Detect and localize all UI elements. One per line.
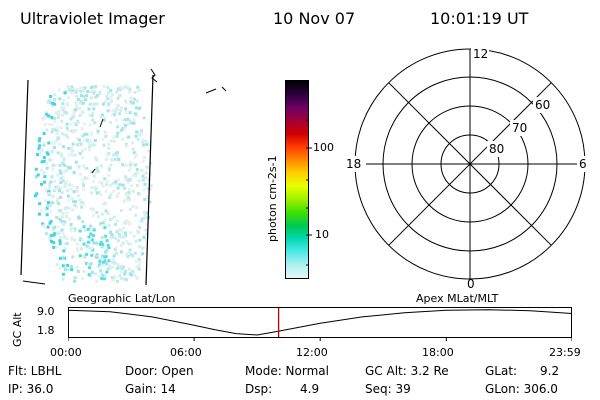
door-status: Door: Open	[125, 364, 194, 378]
gc-alt-status: GC Alt: 3.2 Re	[365, 364, 449, 378]
auroral-emission-speckle	[33, 85, 153, 283]
apex-label: Apex MLat/MLT	[416, 292, 499, 305]
mlt-diagonal	[388, 82, 552, 246]
orbit-xtick-1: 06:00	[170, 346, 202, 359]
polar-grid: 12 18 6 0 60 70 80	[344, 46, 591, 291]
lat-label-80: 80	[489, 142, 504, 156]
coastline-fragment	[22, 280, 46, 285]
colorbar-tick-100: 100	[313, 141, 334, 154]
orbit-plot-frame	[68, 307, 572, 338]
mlt-label-0: 0	[467, 277, 475, 291]
colorbar-axis	[306, 119, 312, 266]
orbit-xtick-3: 18:00	[422, 346, 454, 359]
coastline-fragment	[99, 118, 104, 128]
glat-label: GLat:	[485, 364, 518, 378]
gain-status: Gain: 14	[125, 382, 176, 396]
colorbar-tick-10: 10	[315, 228, 329, 241]
orbit-ytick-top: 9.0	[37, 305, 55, 318]
orbit-xtick-2: 12:00	[296, 346, 328, 359]
dsp-label: Dsp:	[245, 382, 273, 396]
coastline-fragment	[91, 168, 96, 174]
mode-status: Mode: Normal	[245, 364, 329, 378]
mlt-label-18: 18	[346, 157, 361, 171]
colorbar-unit-label: photon cm-2s-1	[266, 155, 279, 242]
ip-status: IP: 36.0	[8, 382, 54, 396]
filter-status: Flt: LBHL	[8, 364, 62, 378]
coastline-fragment	[150, 68, 158, 83]
uv-earth-image	[20, 68, 227, 286]
dsp-value: 4.9	[300, 382, 320, 396]
observation-date: 10 Nov 07	[273, 9, 356, 28]
coastline-fragment	[205, 86, 227, 94]
orbit-xticks	[68, 337, 572, 341]
geographic-label: Geographic Lat/Lon	[68, 292, 176, 305]
lat-label-70: 70	[512, 121, 527, 135]
orbit-xtick-0: 00:00	[50, 346, 82, 359]
observation-time: 10:01:19 UT	[430, 9, 529, 28]
glat-value: 9.2	[540, 364, 560, 378]
orbit-ytick-bottom: 1.8	[37, 324, 55, 337]
image-left-edge	[20, 79, 29, 276]
instrument-title: Ultraviolet Imager	[20, 9, 165, 28]
image-right-edge	[145, 74, 154, 286]
orbit-altitude-plot	[68, 307, 572, 341]
glon-status: GLon: 306.0	[485, 382, 558, 396]
orbit-ylabel: GC Alt	[11, 312, 24, 347]
mlt-label-12: 12	[473, 47, 488, 61]
mlt-label-6: 6	[579, 157, 587, 171]
colorbar-gradient	[286, 81, 308, 278]
orbit-xtick-4: 23:59	[549, 346, 581, 359]
seq-status: Seq: 39	[365, 382, 411, 396]
lat-label-60: 60	[535, 98, 550, 112]
